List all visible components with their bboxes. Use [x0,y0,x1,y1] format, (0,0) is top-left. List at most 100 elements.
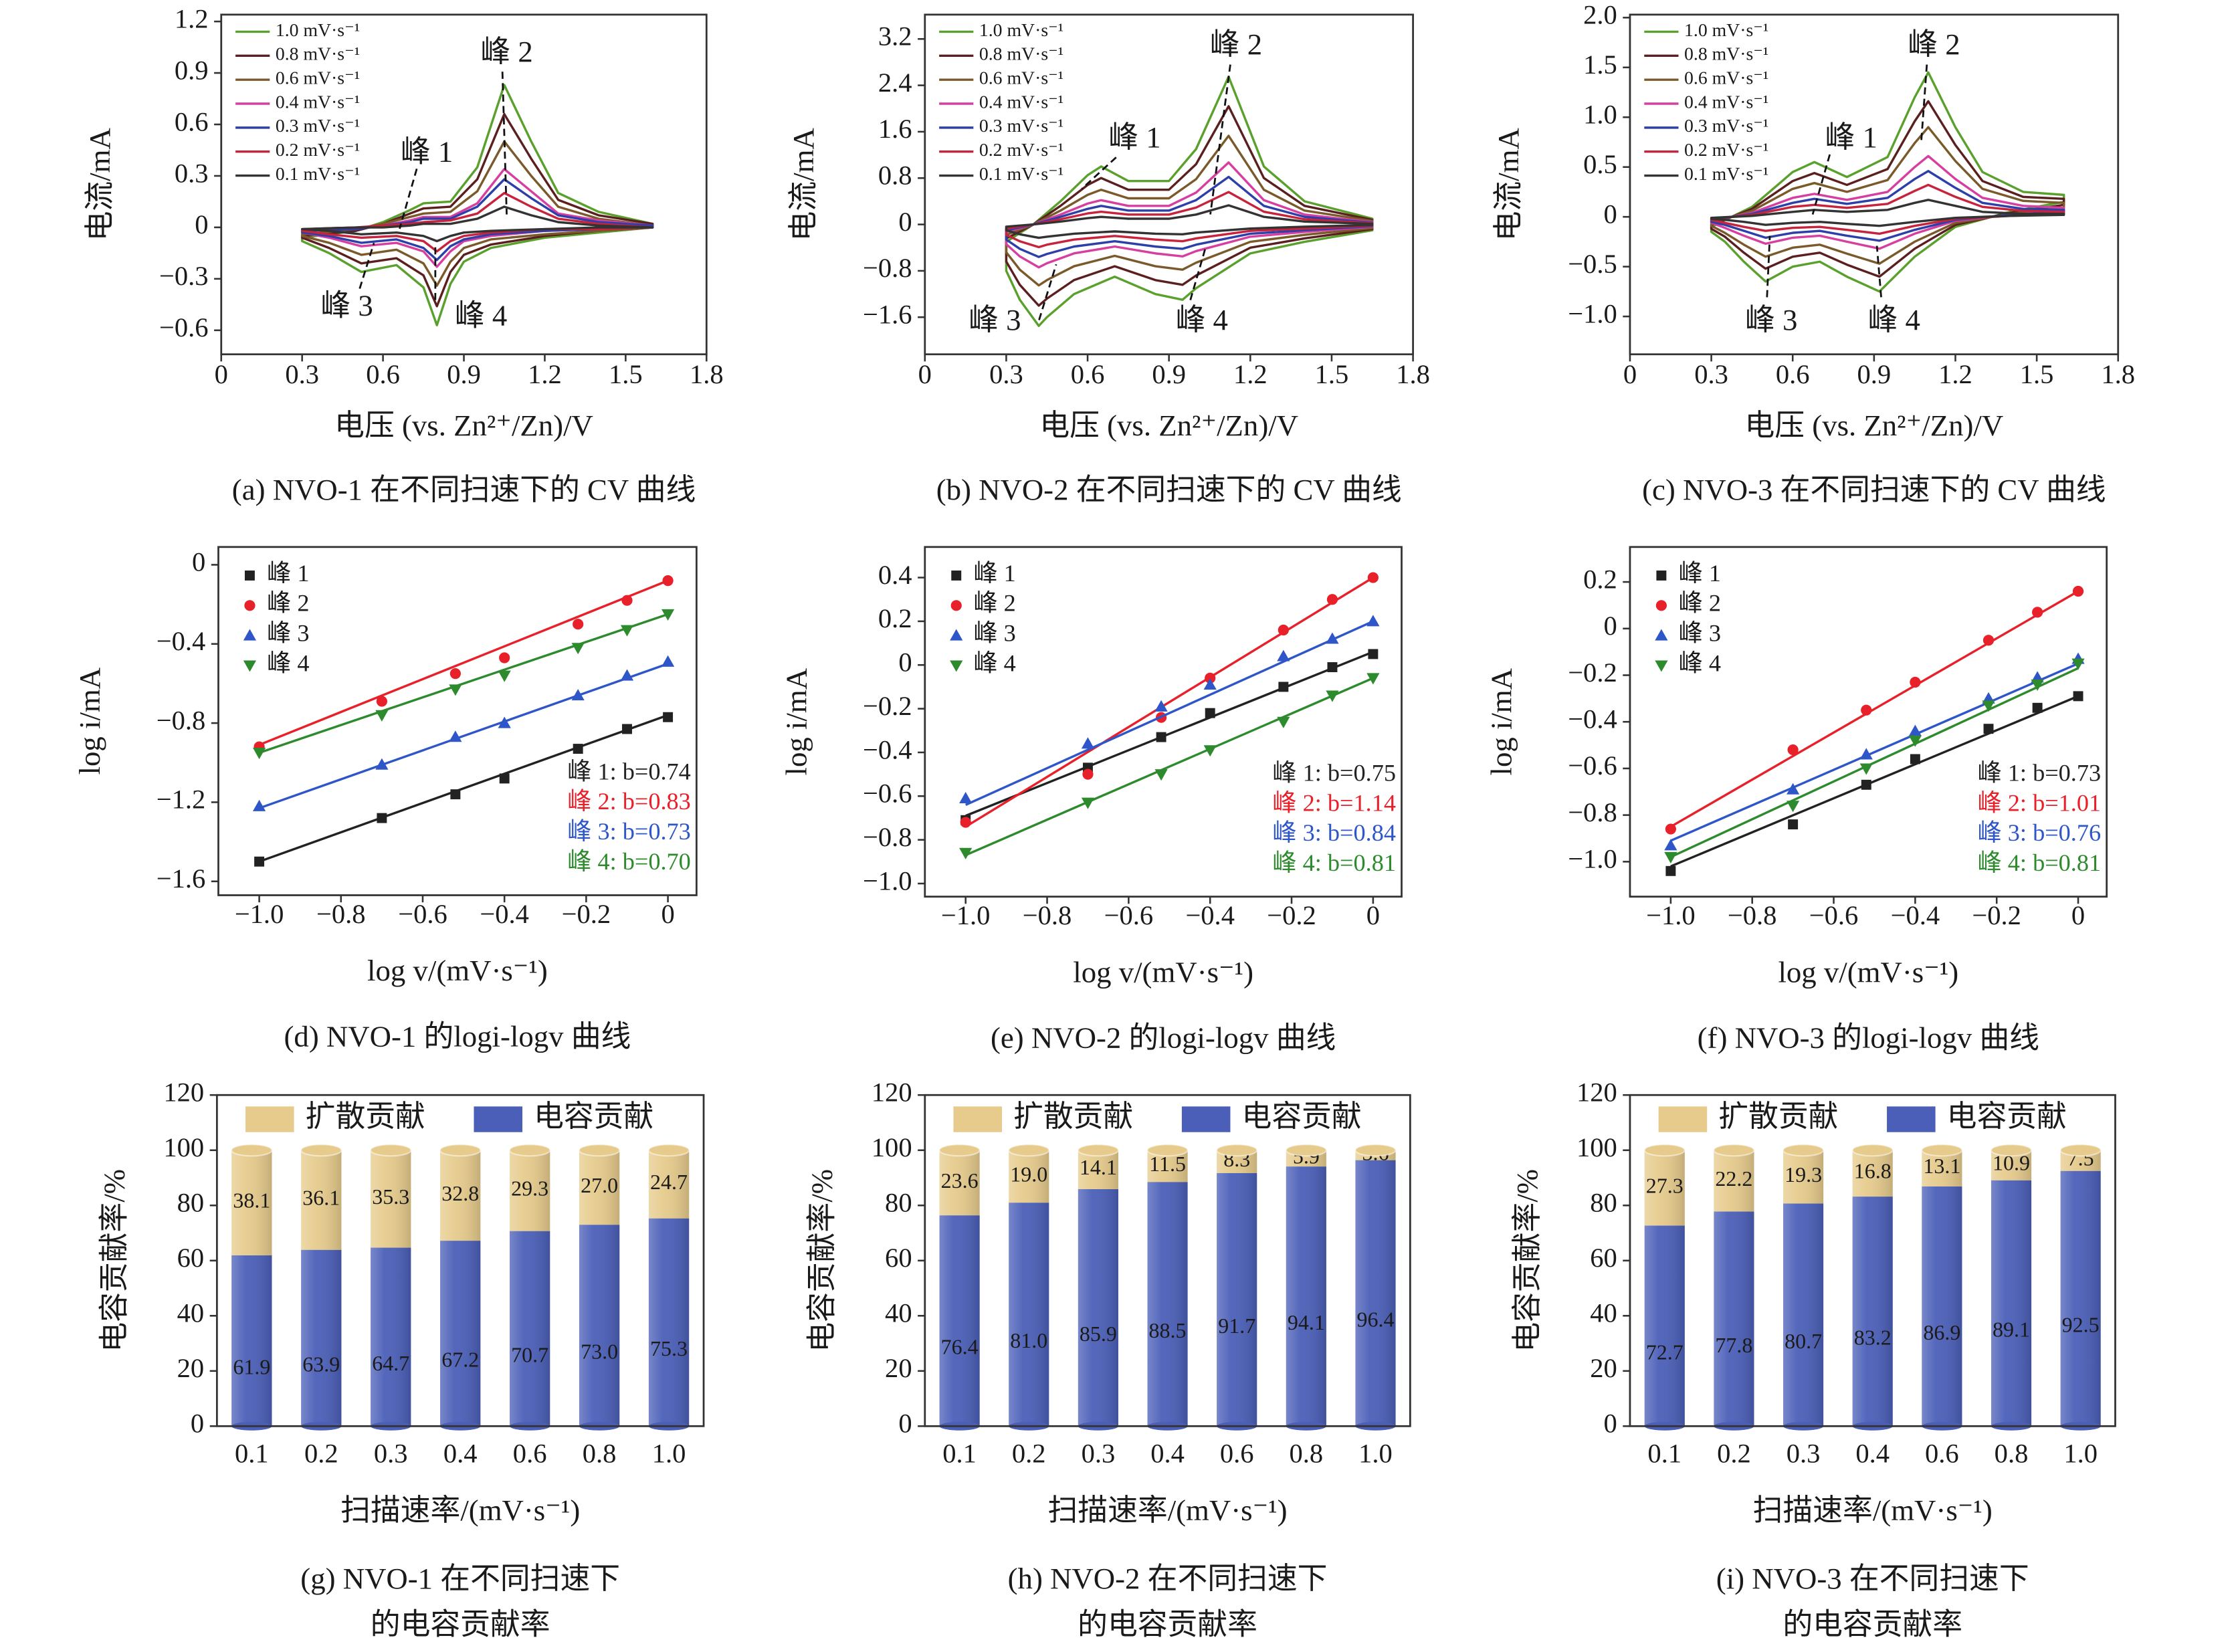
value-label: 27.0 [581,1173,618,1197]
data-point [1326,594,1338,605]
fit-line [259,714,669,863]
data-point [498,670,511,682]
data-point [449,668,461,680]
bar-shade [1286,1166,1326,1427]
panel: −1.6 −0.8 0 0.8 1.6 2.4 3.2 0 0.3 0.6 0.9 1.2 1.5 1.8… [787,13,1430,506]
x-tick-label: −1.0 [1646,900,1696,930]
fit-label: 峰 4: b=0.81 [1272,849,1396,876]
data-point [1910,754,1920,764]
bar-shade [301,1249,342,1427]
legend-label: 0.6 mV·s⁻¹ [979,68,1063,89]
y-axis-label: log i/mA [1484,667,1518,775]
value-label: 63.9 [302,1352,340,1376]
y-tick-label: −0.4 [157,626,206,656]
bar-shade [509,1150,550,1231]
x-tick-label: 0.6 [1925,1438,1959,1468]
y-axis-label: 电容贡献率/% [1510,1169,1544,1352]
y-tick-label: 80 [177,1188,205,1218]
bar-cap [1713,1144,1755,1157]
x-tick-label: 0.4 [1855,1438,1890,1468]
legend-marker [243,660,257,672]
x-tick-label: −1.0 [941,900,991,930]
data-point [1367,572,1379,583]
bar-cap [938,1144,981,1157]
plot-frame [215,1094,705,1427]
legend-marker [243,629,257,641]
legend-label: 0.4 mV·s⁻¹ [979,92,1063,112]
fit-label: 峰 1: b=0.73 [1977,760,2101,787]
data-point [1203,678,1217,690]
data-point [960,817,971,828]
value-label: 92.5 [2062,1313,2100,1337]
y-tick-label: −1.0 [1568,844,1617,874]
data-point [620,669,634,681]
annotation: 峰 2 [480,35,532,68]
y-tick-label: −0.2 [1568,657,1617,688]
data-point [1665,823,1676,835]
y-tick-label: −0.6 [1568,750,1617,781]
data-point [573,744,583,754]
annotation: 峰 4 [1868,303,1920,336]
fit-line [1670,695,2079,867]
caption: (b) NVO-2 在不同扫速下的 CV 曲线 [936,473,1402,506]
x-tick-label: −0.2 [1267,900,1316,930]
x-tick-label: 0.1 [1647,1438,1682,1468]
fit-line [259,613,669,754]
x-tick-label: 0 [1366,900,1380,930]
value-label: 76.4 [941,1335,979,1359]
data-point [1787,744,1799,756]
caption: (f) NVO-3 的logi-logv 曲线 [1698,1021,2039,1054]
legend-label: 0.2 mV·s⁻¹ [979,140,1063,161]
x-tick-label: −0.2 [562,899,611,929]
value-label: 22.2 [1715,1166,1752,1191]
value-label: 89.1 [1993,1318,2030,1342]
legend-label: 1.0 mV·s⁻¹ [1684,20,1768,41]
x-tick-label: 1.0 [1358,1438,1393,1468]
bar-shade [231,1150,272,1255]
legend-label: 峰 1 [973,560,1015,587]
value-label: 96.4 [1356,1307,1394,1331]
bar-shade [1009,1150,1049,1203]
data-point [1082,768,1094,780]
y-tick-label: 40 [1590,1298,1617,1328]
panel: 0 20 40 60 80 100 120 电容贡献率/% 扫描速率/(mV·s⁻¹) (g) N… [97,1077,705,1641]
value-label: 23.6 [941,1168,979,1193]
data-point [2072,585,2084,597]
bar-cap [1921,1144,1963,1157]
data-point [1081,737,1095,749]
bar-shade [1078,1189,1118,1427]
data-point [1908,724,1922,736]
x-tick-label: −0.4 [480,899,529,929]
x-tick-label: 0.8 [1995,1438,2029,1468]
data-point [375,710,389,722]
legend-marker [1655,660,1668,672]
cv-curve [1005,175,1374,258]
y-tick-label: −1.2 [157,785,206,815]
x-tick-label: 0.9 [1152,359,1186,389]
legend-label: 峰 4 [1679,649,1721,676]
panel: 0 20 40 60 80 100 120 电容贡献率/% 扫描速率/(mV·s⁻¹) (h) N… [805,1077,1411,1641]
y-axis-label: 电流/mA [1492,128,1525,241]
legend-swatch [245,1106,294,1132]
x-tick-label: 0.2 [304,1438,338,1468]
data-point [1205,672,1216,684]
bar-cap [370,1144,412,1157]
data-point [498,716,511,728]
data-point [2032,607,2043,618]
y-axis-label: 电容贡献率/% [97,1169,130,1352]
x-tick-label: 1.0 [652,1438,686,1468]
legend-label: 峰 4 [973,649,1015,676]
y-tick-label: −0.4 [863,734,912,764]
bar-cap [1146,1144,1189,1157]
data-point [1326,632,1339,644]
x-tick-label: 0.3 [1787,1438,1821,1468]
y-tick-label: 0.2 [1583,564,1617,594]
cv-curve [1005,204,1374,239]
bar-shade [1991,1180,2032,1427]
y-tick-label: 0.9 [175,55,209,85]
value-label: 80.7 [1785,1329,1822,1353]
bar-cap [508,1144,551,1157]
caption: 的电容贡献率 [1783,1607,1962,1641]
y-tick-label: 0 [195,209,208,239]
legend-label: 电容贡献 [1242,1100,1362,1133]
